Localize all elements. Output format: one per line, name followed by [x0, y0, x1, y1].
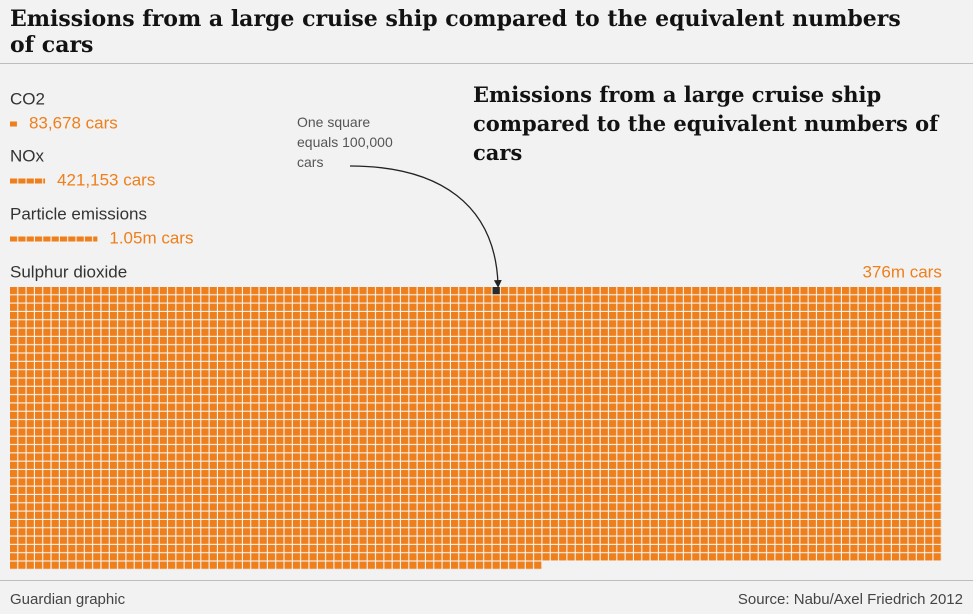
bar [10, 121, 17, 127]
unit-square [492, 287, 500, 295]
value-label: 376m cars [862, 262, 941, 281]
category-label: CO2 [10, 89, 45, 108]
bar [10, 236, 98, 242]
category-label: Particle emissions [10, 204, 147, 223]
bar [10, 178, 46, 184]
value-label: 83,678 cars [29, 113, 118, 132]
chart-title: Emissions from a large cruise ship compa… [473, 82, 939, 165]
value-label: 421,153 cars [57, 170, 155, 189]
category-label: NOx [10, 146, 45, 165]
source: Source: Nabu/Axel Friedrich 2012 [737, 591, 963, 608]
annotation: One square equals 100,000 cars [297, 114, 393, 170]
credit: Guardian graphic [10, 591, 126, 608]
header-rule [0, 63, 973, 64]
category-label: Sulphur dioxide [10, 262, 127, 281]
waffle [10, 287, 942, 570]
header-title: Emissions from a large cruise ship compa… [10, 6, 901, 58]
value-label: 1.05m cars [109, 228, 193, 247]
footer-rule [0, 580, 973, 581]
annotation-arrow [349, 165, 502, 288]
